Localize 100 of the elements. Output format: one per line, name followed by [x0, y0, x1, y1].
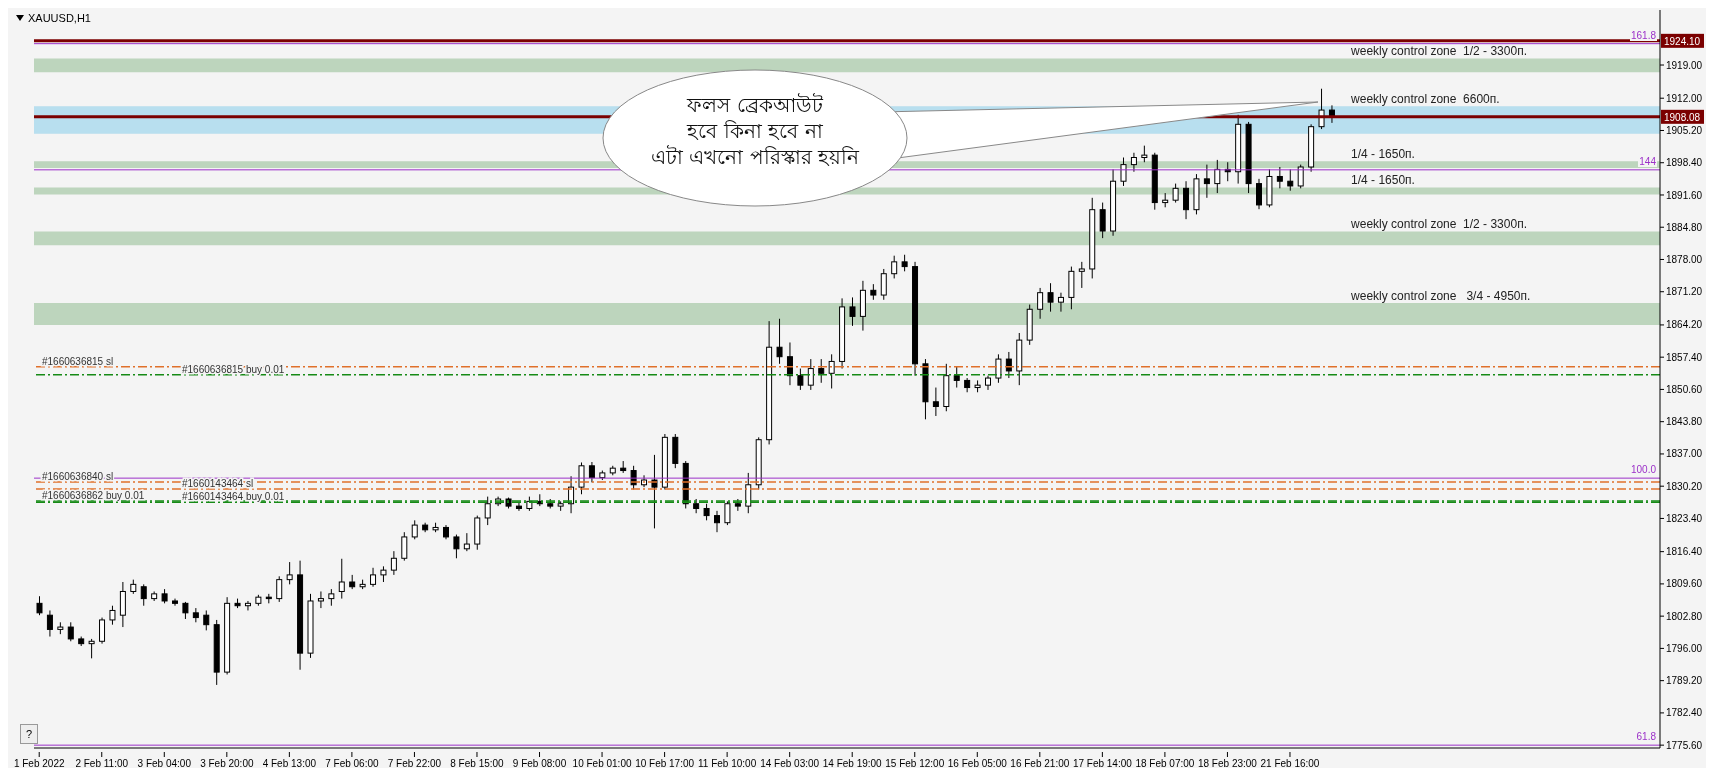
candlestick [953, 365, 960, 389]
band-label: weekly control zone 6600п. [1350, 92, 1500, 107]
y-tick-label: 1905.20 [1666, 125, 1703, 137]
annotation: 61.8 [1635, 731, 1657, 743]
y-tick-label: 1898.40 [1666, 157, 1703, 169]
candlestick [588, 461, 595, 483]
y-tick-label: 1789.20 [1666, 675, 1703, 687]
candlestick [1057, 292, 1064, 313]
ref-line-label: #1660636815 buy 0.01 [182, 363, 285, 375]
candlestick [286, 561, 293, 585]
candlestick [849, 296, 856, 327]
candlestick [828, 353, 835, 389]
candlestick [1214, 159, 1221, 194]
candlestick [88, 638, 95, 659]
y-tick-label: 1823.40 [1666, 512, 1703, 524]
chart-title: XAUUSD,H1 [28, 12, 91, 24]
x-tick-label: 21 Feb 16:00 [1260, 758, 1320, 769]
candlestick [140, 583, 147, 607]
candlestick [1287, 168, 1294, 192]
candlestick [786, 341, 793, 386]
x-tick-label: 14 Feb 03:00 [760, 758, 820, 769]
y-tick-label: 1775.60 [1666, 739, 1703, 751]
x-tick-label: 1 Feb 2022 [13, 758, 65, 769]
y-tick-label: 1919.00 [1666, 59, 1703, 71]
y-tick-label: 1802.80 [1666, 610, 1703, 622]
candlestick [453, 534, 460, 559]
band-label: weekly control zone 1/2 - 3300п. [1350, 217, 1527, 232]
candlestick [1183, 180, 1190, 220]
candlestick [745, 472, 752, 514]
y-tick-label: 1912.00 [1666, 92, 1703, 104]
y-tick-label: 1850.60 [1666, 383, 1703, 395]
x-tick-label: 7 Feb 22:00 [387, 758, 442, 769]
ref-line-label: #1660636815 sl [42, 355, 114, 367]
x-tick-label: 17 Feb 14:00 [1072, 758, 1133, 769]
candlestick [776, 318, 783, 365]
y-tick-label: 1878.00 [1666, 254, 1703, 266]
y-tick-label: 1796.00 [1666, 642, 1703, 654]
band-label: 1/4 - 1650п. [1351, 173, 1415, 188]
candlestick [1005, 351, 1012, 379]
candlestick [390, 550, 397, 576]
candlestick [724, 500, 731, 526]
y-tick-label: 1830.20 [1666, 480, 1703, 492]
candlestick [244, 600, 251, 611]
candlestick [203, 609, 210, 631]
candlestick [463, 532, 470, 552]
x-tick-label: 3 Feb 20:00 [200, 758, 254, 769]
candlestick [818, 358, 825, 384]
candlestick [1203, 164, 1210, 199]
candlestick [1120, 157, 1127, 187]
candlestick [1130, 152, 1137, 173]
candlestick [1297, 164, 1304, 189]
candlestick [1037, 287, 1044, 320]
y-tick-label: 1782.40 [1666, 707, 1703, 719]
candlestick [1099, 202, 1106, 239]
candlestick [370, 567, 377, 588]
y-tick-label: 1816.40 [1666, 546, 1703, 558]
x-tick-label: 7 Feb 06:00 [325, 758, 380, 769]
y-tick-label: 1843.80 [1666, 416, 1703, 428]
x-tick-label: 10 Feb 01:00 [572, 758, 632, 769]
candlestick [401, 531, 408, 562]
x-tick-label: 16 Feb 05:00 [947, 758, 1008, 769]
candlestick [46, 609, 53, 638]
candlestick [1276, 166, 1283, 189]
x-tick-label: 18 Feb 23:00 [1197, 758, 1258, 769]
x-tick-label: 16 Feb 21:00 [1010, 758, 1070, 769]
band-label: weekly control zone 1/2 - 3300п. [1350, 44, 1527, 59]
candlestick [411, 519, 418, 540]
y-tick-label: 1871.20 [1666, 286, 1703, 298]
candlestick [1172, 183, 1179, 204]
annotation: 161.8 [1629, 29, 1657, 41]
y-tick-label: 1857.40 [1666, 351, 1703, 363]
y-tick-label: 1884.80 [1666, 221, 1703, 233]
x-tick-label: 4 Feb 13:00 [262, 758, 317, 769]
y-tick-label: 1809.60 [1666, 578, 1703, 590]
candlestick [36, 595, 43, 616]
annotation: ফলস ব্রেকআউট হবে কিনা হবে না এটা এখনো পরিস্কার হয়নি [649, 92, 861, 170]
text: ? [20, 724, 38, 744]
candlestick [1078, 261, 1085, 289]
band-label: weekly control zone 3/4 - 4950п. [1350, 289, 1531, 304]
candlestick [119, 581, 126, 628]
ref-line-label: 1924.10 [1664, 35, 1701, 47]
candlestick [109, 605, 116, 626]
y-tick-label: 1837.00 [1666, 448, 1703, 460]
candlestick [714, 510, 720, 533]
annotation: 144 [1638, 155, 1657, 167]
ref-line-label: 1908.08 [1664, 111, 1701, 123]
candlestick [651, 454, 658, 529]
candlestick [797, 368, 804, 391]
annotation: 100.0 [1629, 464, 1657, 476]
candlestick [880, 268, 887, 301]
x-tick-label: 9 Feb 08:00 [512, 758, 567, 769]
band-label: 1/4 - 1650п. [1351, 147, 1415, 162]
ref-line-label: #1660636862 buy 0.01 [42, 489, 145, 501]
candlestick [995, 353, 1002, 384]
candlestick [932, 387, 939, 417]
candlestick [338, 558, 345, 600]
x-tick-label: 2 Feb 11:00 [75, 758, 129, 769]
candlestick [317, 590, 324, 609]
candlestick [99, 617, 106, 645]
x-tick-label: 8 Feb 15:00 [450, 758, 505, 769]
